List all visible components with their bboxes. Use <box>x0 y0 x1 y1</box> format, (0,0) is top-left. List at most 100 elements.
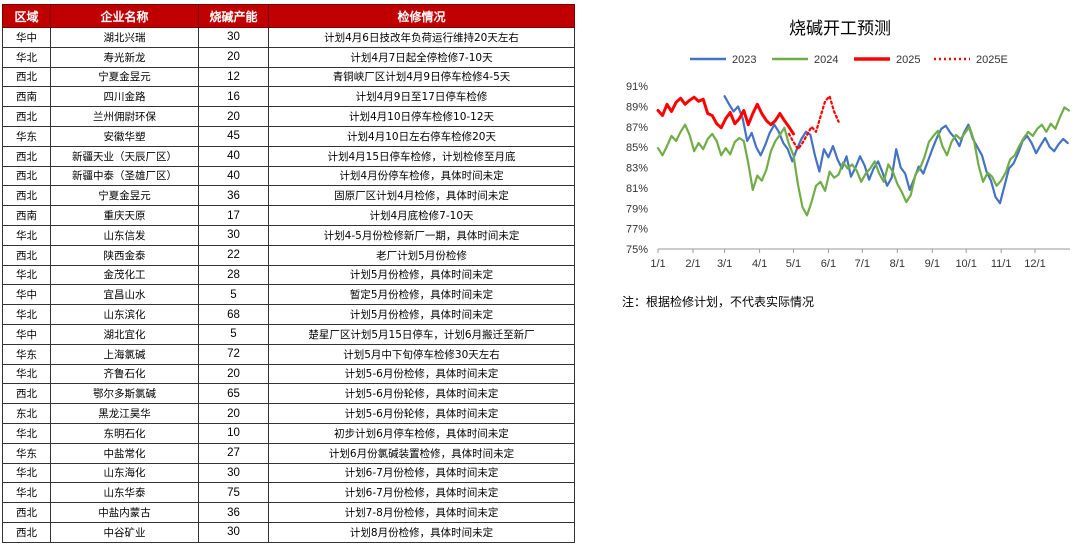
cell-region: 西南 <box>2 205 51 226</box>
cell-region: 西北 <box>2 185 51 207</box>
y-tick-label: 89% <box>626 101 648 113</box>
cell-maintenance: 计划4月10日停车检修10-12天 <box>268 106 575 127</box>
cell-maintenance: 初步计划6月停车检修，具体时间未定 <box>268 422 575 444</box>
cell-company: 中盐内蒙古 <box>50 502 199 523</box>
cell-region: 西北 <box>2 106 51 127</box>
cell-region: 华北 <box>2 482 51 504</box>
table-row: 西北 宁夏金昱元 12 青铜峡厂区计划4月9日停车检修4-5天 <box>2 66 575 88</box>
table-row: 华北 金茂化工 28 计划5月份检修，具体时间未定 <box>2 264 575 286</box>
cell-company: 湖北宜化 <box>50 323 199 345</box>
cell-maintenance: 计划4月6日技改年负荷运行维持20天左右 <box>268 27 575 48</box>
cell-capacity: 45 <box>198 125 269 147</box>
table-row: 西北 新疆中泰（圣雄厂区） 40 计划4月份停车检修，具体时间未定 <box>2 165 575 187</box>
x-tick-label: 10/1 <box>955 258 976 270</box>
cell-maintenance: 计划6-7月份检修，具体时间未定 <box>268 482 575 504</box>
table-row: 西南 重庆天原 17 计划4月底检修7-10天 <box>2 205 575 226</box>
header-capacity: 烧碱产能 <box>198 4 269 28</box>
table-row: 华中 湖北宜化 5 楚星厂区计划5月15日停车，计划6月搬迁至新厂 <box>2 323 575 345</box>
table-row: 西北 兰州佣尉环保 20 计划4月10日停车检修10-12天 <box>2 106 575 127</box>
cell-maintenance: 计划4月7日起全停检修7-10天 <box>268 46 575 68</box>
cell-capacity: 16 <box>198 86 269 108</box>
table-row: 华东 上海氯碱 72 计划5月中下旬停车检修30天左右 <box>2 343 575 365</box>
cell-capacity: 40 <box>198 145 269 167</box>
table-row: 华中 宜昌山水 5 暂定5月份检修，具体时间未定 <box>2 284 575 306</box>
cell-company: 鄂尔多斯氯碱 <box>50 383 199 405</box>
x-tick-label: 11/1 <box>991 258 1012 270</box>
series-line-2024 <box>656 106 1070 217</box>
cell-maintenance: 老厂计划5月份检修 <box>268 244 575 266</box>
y-tick-label: 75% <box>626 244 648 256</box>
cell-company: 寿光新龙 <box>50 46 199 68</box>
cell-capacity: 10 <box>198 422 269 444</box>
cell-capacity: 68 <box>198 304 269 325</box>
cell-maintenance: 青铜峡厂区计划4月9日停车检修4-5天 <box>268 66 575 88</box>
cell-company: 上海氯碱 <box>50 343 199 365</box>
table-row: 东北 黑龙江昊华 20 计划5-6月份轮修，具体时间未定 <box>2 403 575 424</box>
cell-maintenance: 计划8月份检修，具体时间未定 <box>268 521 575 543</box>
cell-company: 金茂化工 <box>50 264 199 286</box>
cell-maintenance: 计划5-6月份检修，具体时间未定 <box>268 363 575 385</box>
maintenance-table: 区域 企业名称 烧碱产能 检修情况 华中 湖北兴瑞 30 计划4月6日技改年负荷运行维… <box>2 4 575 543</box>
cell-capacity: 30 <box>198 27 269 48</box>
header-maintenance: 检修情况 <box>268 4 575 28</box>
cell-company: 宁夏金昱元 <box>50 66 199 88</box>
cell-region: 西北 <box>2 521 51 543</box>
y-tick-label: 77% <box>626 224 648 236</box>
cell-region: 华北 <box>2 363 51 385</box>
cell-region: 西北 <box>2 145 51 167</box>
cell-capacity: 5 <box>198 323 269 345</box>
cell-region: 华中 <box>2 323 51 345</box>
cell-capacity: 20 <box>198 46 269 68</box>
cell-maintenance: 计划5月份检修，具体时间未定 <box>268 264 575 286</box>
cell-region: 西北 <box>2 502 51 523</box>
cell-company: 宜昌山水 <box>50 284 199 306</box>
cell-capacity: 17 <box>198 205 269 226</box>
cell-capacity: 20 <box>198 363 269 385</box>
table-header-row: 区域 企业名称 烧碱产能 检修情况 <box>2 4 575 28</box>
x-tick-label: 4/1 <box>752 258 767 270</box>
cell-maintenance: 楚星厂区计划5月15日停车，计划6月搬迁至新厂 <box>268 323 575 345</box>
cell-maintenance: 计划7-8月份检修，具体时间未定 <box>268 502 575 523</box>
cell-capacity: 72 <box>198 343 269 365</box>
cell-company: 山东海化 <box>50 462 199 484</box>
table-row: 华北 山东华泰 75 计划6-7月份检修，具体时间未定 <box>2 482 575 504</box>
y-tick-label: 81% <box>626 183 648 195</box>
cell-company: 安徽华塑 <box>50 125 199 147</box>
cell-region: 华中 <box>2 284 51 306</box>
cell-region: 华中 <box>2 27 51 48</box>
cell-maintenance: 计划5月中下旬停车检修30天左右 <box>268 343 575 365</box>
x-tick-label: 6/1 <box>821 258 836 270</box>
cell-region: 西北 <box>2 383 51 405</box>
table-row: 西北 中盐内蒙古 36 计划7-8月份检修，具体时间未定 <box>2 502 575 523</box>
cell-maintenance: 计划5-6月份轮修，具体时间未定 <box>268 403 575 424</box>
table-row: 西北 新疆天业（天辰厂区） 40 计划4月15日停车检修，计划检修至月底 <box>2 145 575 167</box>
table-row: 华北 齐鲁石化 20 计划5-6月份检修，具体时间未定 <box>2 363 575 385</box>
cell-maintenance: 计划4月10日左右停车检修20天 <box>268 125 575 147</box>
x-tick-label: 8/1 <box>890 258 905 270</box>
cell-maintenance: 计划4月底检修7-10天 <box>268 205 575 226</box>
x-tick-label: 5/1 <box>786 258 801 270</box>
cell-maintenance: 计划4月份停车检修，具体时间未定 <box>268 165 575 187</box>
cell-region: 华北 <box>2 422 51 444</box>
legend-label-2025: 2025 <box>896 54 920 66</box>
cell-company: 山东信发 <box>50 224 199 246</box>
cell-maintenance: 固原厂区计划4月检修，具体时间未定 <box>268 185 575 207</box>
cell-capacity: 65 <box>198 383 269 405</box>
cell-capacity: 5 <box>198 284 269 306</box>
cell-maintenance: 计划6-7月份检修，具体时间未定 <box>268 462 575 484</box>
series-line-2023 <box>723 95 1069 205</box>
x-tick-label: 3/1 <box>717 258 732 270</box>
cell-capacity: 12 <box>198 66 269 88</box>
cell-capacity: 30 <box>198 521 269 543</box>
cell-maintenance: 计划4月15日停车检修，计划检修至月底 <box>268 145 575 167</box>
y-tick-label: 83% <box>626 163 648 175</box>
y-tick-label: 91% <box>626 81 648 93</box>
cell-capacity: 28 <box>198 264 269 286</box>
cell-region: 华北 <box>2 224 51 246</box>
cell-maintenance: 计划5-6月份轮修，具体时间未定 <box>268 383 575 405</box>
cell-capacity: 30 <box>198 224 269 246</box>
legend-label-2025E: 2025E <box>976 54 1008 66</box>
y-tick-label: 79% <box>626 203 648 215</box>
table-row: 华北 东明石化 10 初步计划6月停车检修，具体时间未定 <box>2 422 575 444</box>
cell-company: 山东滨化 <box>50 304 199 325</box>
